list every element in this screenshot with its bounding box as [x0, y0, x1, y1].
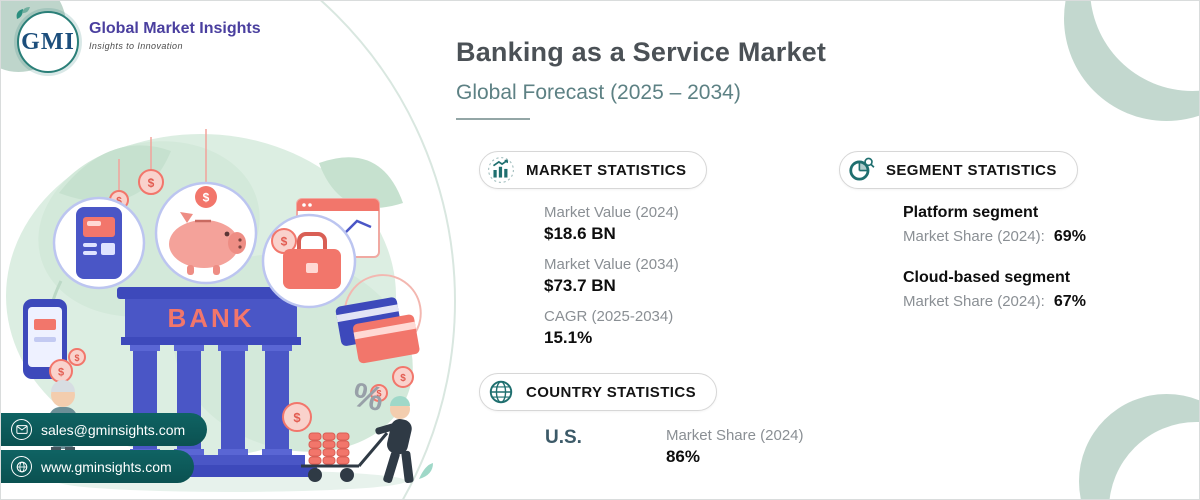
logo-text: GMI [21, 28, 75, 55]
country-statistics-header: COUNTRY STATISTICS [479, 373, 717, 411]
decorative-circle-top-right [1064, 1, 1199, 121]
segment-statistics-section: SEGMENT STATISTICS Platform segment Mark… [839, 151, 1086, 334]
banking-illustration: BANK $ $ [6, 129, 433, 492]
cloud-segment-share: Market Share (2024): 67% [903, 293, 1086, 311]
segment-statistics-header: SEGMENT STATISTICS [839, 151, 1078, 189]
credit-cards [335, 274, 422, 364]
subtitle-underline [456, 118, 530, 120]
country-statistics-label: COUNTRY STATISTICS [526, 383, 696, 401]
cloud-segment-name: Cloud-based segment [903, 269, 1071, 286]
brand-tagline: Insights to Innovation [89, 41, 183, 51]
country-statistics-icon [486, 377, 516, 407]
scatter-coins: $ $ [370, 366, 414, 402]
market-value-2034-label: Market Value (2034) [544, 256, 679, 273]
country-name: U.S. [545, 427, 582, 448]
brand-block: GMI Global Market Insights Insights to I… [16, 7, 261, 73]
svg-text:$: $ [293, 410, 301, 425]
market-value-2034-value: $73.7 BN [544, 276, 616, 295]
title-block: Banking as a Service Market Global Forec… [456, 37, 826, 120]
platform-segment-name: Platform segment [903, 204, 1039, 221]
decorative-circle-bottom-right [1079, 394, 1199, 499]
svg-text:$: $ [74, 353, 79, 363]
market-statistics-icon [486, 155, 516, 185]
svg-text:$: $ [203, 191, 210, 205]
market-statistics-body: Market Value (2024) $18.6 BN Market Valu… [544, 204, 707, 348]
gmi-logo: GMI [16, 7, 79, 73]
segment-statistics-body: Platform segment Market Share (2024): 69… [903, 204, 1086, 311]
platform-share-label: Market Share (2024): [903, 228, 1045, 245]
brand-name: Global Market Insights [89, 20, 261, 37]
country-statistics-section: COUNTRY STATISTICS U.S. Market Share (20… [479, 373, 804, 479]
contact-email-text: sales@gminsights.com [41, 421, 186, 438]
mobile-phone: $ $ [23, 299, 86, 383]
bank-sign-text: BANK [167, 303, 254, 333]
segment-statistics-label: SEGMENT STATISTICS [886, 161, 1057, 179]
contact-block: sales@gminsights.com www.gminsights.com [1, 413, 208, 483]
market-value-2024-value: $18.6 BN [544, 224, 616, 243]
svg-text:$: $ [148, 176, 155, 190]
market-statistics-header: MARKET STATISTICS [479, 151, 708, 189]
person-with-cart: $ [282, 396, 433, 484]
cagr-label: CAGR (2025-2034) [544, 308, 674, 325]
platform-share-value: 69% [1053, 228, 1086, 245]
svg-text:$: $ [281, 235, 288, 249]
page-subtitle: Global Forecast (2025 – 2034) [456, 81, 741, 104]
cloud-share-label: Market Share (2024): [903, 293, 1045, 310]
atm-machine [52, 196, 146, 290]
contact-email[interactable]: sales@gminsights.com [1, 413, 208, 446]
cloud-share-value: 67% [1053, 293, 1086, 310]
briefcase: $ [261, 213, 357, 309]
country-statistics-body: U.S. Market Share (2024) 86% [545, 427, 804, 479]
contact-website[interactable]: www.gminsights.com [1, 450, 194, 483]
cagr-value: 15.1% [544, 328, 593, 347]
country-share-block: Market Share (2024) 86% [666, 427, 804, 479]
page-title: Banking as a Service Market [456, 37, 827, 67]
globe-icon [11, 456, 32, 477]
segment-statistics-icon [846, 155, 876, 185]
market-value-2024-label: Market Value (2024) [544, 204, 679, 221]
piggy-bank: $ [154, 181, 258, 285]
brand-text: Global Market Insights Insights to Innov… [89, 11, 261, 73]
email-icon [11, 419, 32, 440]
contact-website-text: www.gminsights.com [41, 458, 172, 475]
platform-segment-share: Market Share (2024): 69% [903, 228, 1086, 246]
country-share-label: Market Share (2024) [665, 427, 804, 444]
svg-text:$: $ [58, 367, 64, 379]
svg-text:$: $ [400, 373, 406, 384]
leaf-icon [13, 5, 35, 30]
market-statistics-section: MARKET STATISTICS Market Value (2024) $1… [479, 151, 708, 360]
market-statistics-label: MARKET STATISTICS [526, 161, 687, 179]
country-share-value: 86% [665, 447, 700, 466]
svg-text:$: $ [376, 389, 381, 399]
hanging-coins [118, 129, 207, 191]
